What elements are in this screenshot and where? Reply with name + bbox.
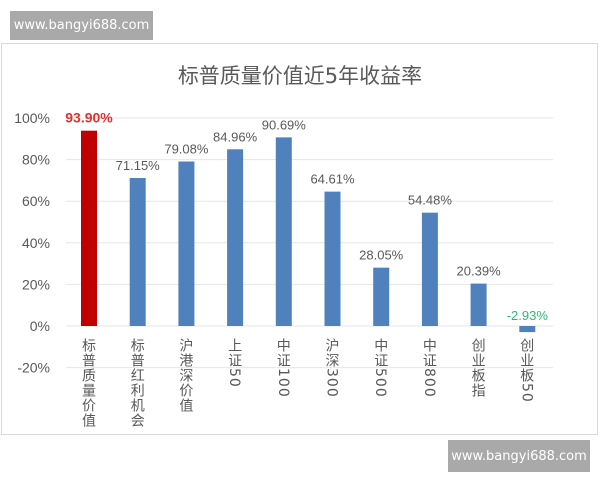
- data-label: 64.61%: [310, 172, 355, 187]
- bar: [178, 161, 195, 326]
- y-tick-label: 0%: [30, 318, 50, 334]
- bar: [519, 326, 536, 333]
- x-category-label: 标普红利机会: [128, 338, 145, 428]
- x-category-label: 中证500: [372, 338, 389, 398]
- x-category-label: 上证50: [226, 338, 243, 388]
- data-label: 54.48%: [408, 193, 453, 208]
- x-category-label: 标普质量价值: [80, 338, 96, 428]
- y-tick-label: 100%: [14, 110, 50, 126]
- y-tick-label: 40%: [22, 235, 50, 251]
- bar: [81, 130, 97, 326]
- bar: [129, 178, 146, 326]
- chart-frame: [1, 43, 598, 435]
- bar: [324, 191, 341, 326]
- y-tick-label: 80%: [22, 152, 50, 168]
- bar: [470, 283, 487, 326]
- data-label: 28.05%: [359, 248, 404, 263]
- data-label: 84.96%: [213, 129, 258, 144]
- x-category-label: 沪港深价值: [177, 338, 194, 413]
- x-category-label: 创业板50: [518, 338, 535, 403]
- watermark-bottom: www.bangyi688.com: [448, 440, 590, 472]
- bar: [421, 212, 438, 326]
- x-category-label: 创业板指: [469, 338, 486, 398]
- y-tick-label: 20%: [22, 276, 50, 292]
- data-label: 79.08%: [164, 142, 209, 157]
- bar: [275, 137, 292, 326]
- data-label: 90.69%: [262, 117, 307, 132]
- y-tick-label: -20%: [17, 360, 50, 376]
- x-category-label: 中证100: [274, 338, 291, 398]
- x-category-label: 沪深300: [323, 338, 340, 398]
- x-category-label: 中证800: [420, 338, 437, 398]
- watermark-top: www.bangyi688.com: [10, 11, 153, 40]
- data-label: 71.15%: [116, 158, 161, 173]
- data-label: 20.39%: [457, 264, 502, 279]
- bar: [373, 267, 390, 326]
- data-label: 93.90%: [65, 110, 113, 126]
- y-tick-label: 60%: [22, 193, 50, 209]
- bar: [227, 149, 244, 326]
- chart-title: 标普质量价值近5年收益率: [177, 64, 423, 88]
- data-label: -2.93%: [507, 308, 549, 323]
